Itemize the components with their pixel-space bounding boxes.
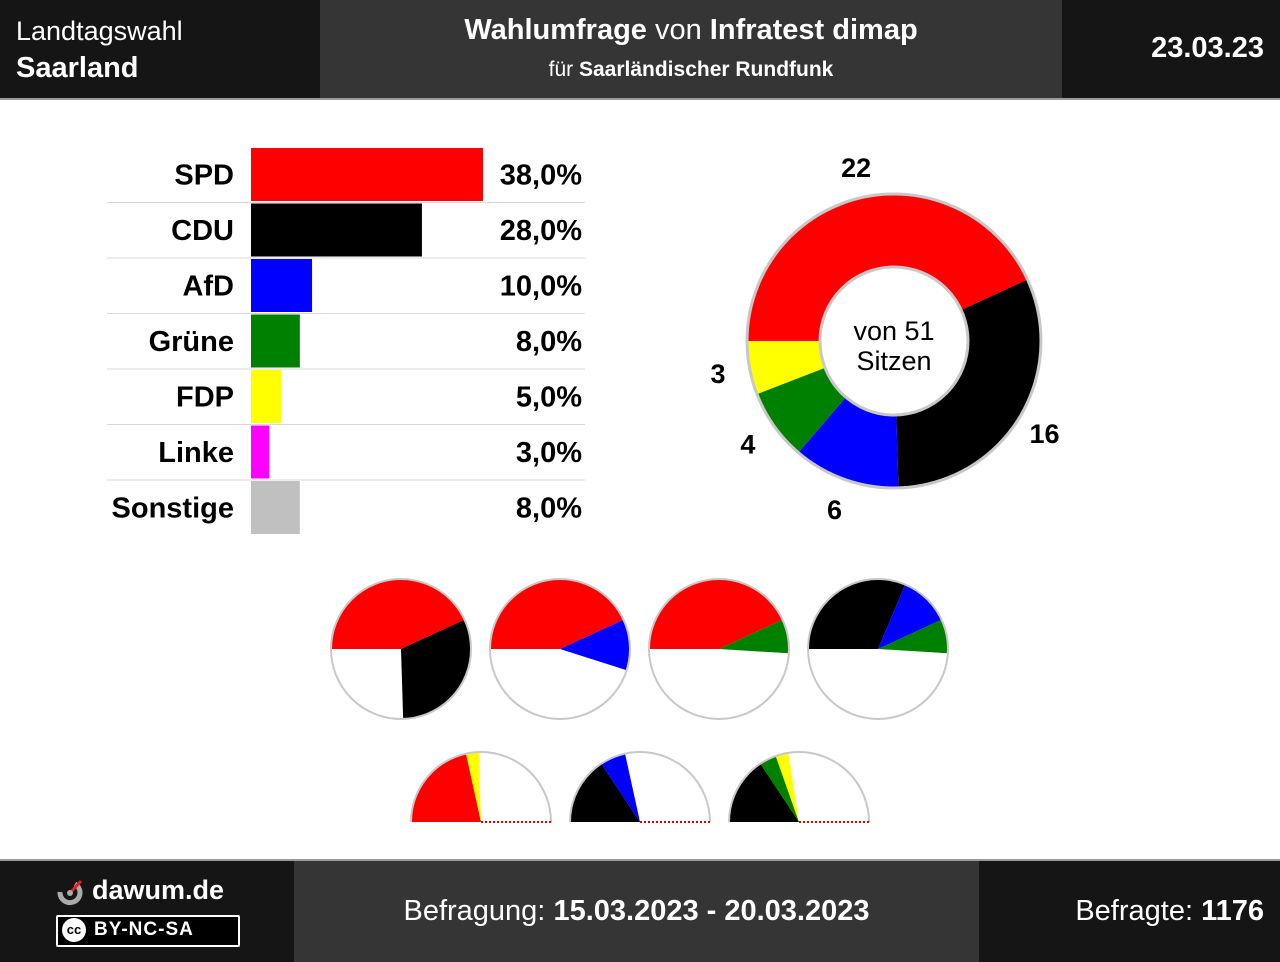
seat-segment (747, 341, 825, 395)
seat-segment (798, 397, 899, 488)
seat-count-label: 6 (827, 495, 842, 525)
coalition-half-outline (410, 751, 552, 823)
coalition-pie-outline (489, 578, 631, 720)
brand-name[interactable]: dawum.de (92, 875, 225, 905)
seat-segment (747, 193, 1028, 341)
seats-total-label: von 51 (853, 316, 934, 346)
pollster-name: Infratest dimap (709, 14, 918, 46)
header-left: Landtagswahl Saarland (0, 0, 320, 98)
survey-period-label: Befragung: (403, 895, 554, 927)
donut-center (818, 265, 970, 417)
coalition-pie-outline (330, 578, 472, 720)
party-label: Linke (158, 437, 234, 469)
value-label: 8,0% (516, 326, 582, 358)
seat-count-label: 22 (841, 153, 871, 183)
election-type: Landtagswahl (16, 16, 183, 46)
party-label: FDP (176, 382, 234, 414)
coalition-slice (570, 763, 640, 822)
seat-count-label: 16 (1029, 419, 1059, 449)
publish-date: 23.03.23 (1151, 32, 1264, 64)
client-name: Saarländischer Rundfunk (578, 58, 834, 81)
value-label: 8,0% (516, 493, 582, 525)
footer-bar: dawum.de cc BY-NC-SA Befragung: 15.03.20… (0, 859, 1280, 962)
bar (251, 259, 313, 312)
bar (251, 203, 422, 257)
chart-area: SPD 38,0%CDU 28,0%AfD 10,0%Grüne 8,0%FDP 5,0%… (107, 148, 1060, 823)
poll-title-word: Wahlumfrage (464, 14, 647, 46)
footer-middle: Befragung: 15.03.2023 - 20.03.2023 (294, 861, 979, 962)
coalition-slice (601, 753, 640, 822)
bar (251, 314, 300, 368)
coalition-slice (878, 584, 942, 649)
coalition-pie-outline (648, 578, 790, 720)
header-title: Wahlumfrage von Infratest dimap für Saar… (320, 0, 1062, 98)
survey-period-value: 15.03.2023 - 20.03.2023 (553, 895, 870, 927)
coalition-half-outline (569, 751, 711, 823)
coalition-pie-outline (807, 578, 949, 720)
license-text: BY-NC-SA (94, 919, 194, 940)
footer-right: Befragte: 1176 (979, 861, 1280, 962)
coalition-slice (560, 619, 630, 671)
party-label: Sonstige (112, 493, 234, 525)
subtitle-prefix: für (548, 58, 579, 81)
party-label: SPD (174, 160, 234, 192)
dawum-logo-icon (57, 879, 83, 906)
party-label: CDU (171, 215, 234, 247)
poll-title: Wahlumfrage von Infratest dimap (320, 14, 1062, 47)
survey-period: Befragung: 15.03.2023 - 20.03.2023 (294, 895, 979, 928)
footer-left: dawum.de cc BY-NC-SA (0, 861, 294, 962)
bar (251, 148, 483, 201)
coalition-slice (411, 753, 481, 822)
header-bar: Landtagswahl Saarland Wahlumfrage von In… (0, 0, 1280, 100)
state-name: Saarland (16, 52, 139, 84)
bar (251, 481, 300, 534)
coalition-half-outline (728, 751, 870, 823)
bar (251, 425, 270, 479)
coalition-slice (729, 763, 799, 822)
coalition-slice (331, 578, 465, 649)
coalition-slice (760, 755, 799, 822)
party-label: Grüne (149, 326, 234, 358)
poll-title-connector: von (646, 14, 710, 46)
seat-count-label: 4 (740, 429, 755, 459)
coalition-slice (490, 578, 624, 649)
value-label: 10,0% (500, 271, 582, 303)
party-label: AfD (182, 271, 234, 303)
coalition-slice (775, 752, 799, 822)
respondents-label: Befragte: (1075, 895, 1202, 927)
header-right: 23.03.23 (1062, 0, 1280, 98)
respondents-value: 1176 (1201, 895, 1264, 927)
license-badge[interactable]: cc BY-NC-SA (56, 915, 240, 947)
value-label: 28,0% (500, 215, 582, 247)
poll-subtitle: für Saarländischer Rundfunk (320, 58, 1062, 82)
coalition-slice (719, 619, 789, 654)
creative-commons-icon: cc (62, 918, 86, 942)
coalition-slice (466, 752, 481, 822)
coalition-slice (649, 578, 783, 649)
seats-total-label: Sitzen (856, 346, 931, 376)
bar (251, 370, 282, 423)
coalition-slice (878, 619, 948, 654)
respondents: Befragte: 1176 (1075, 895, 1264, 928)
donut-outline (745, 192, 1043, 490)
seat-count-label: 3 (711, 359, 726, 389)
value-label: 5,0% (516, 382, 582, 414)
value-label: 38,0% (500, 160, 582, 192)
value-label: 3,0% (516, 437, 582, 469)
